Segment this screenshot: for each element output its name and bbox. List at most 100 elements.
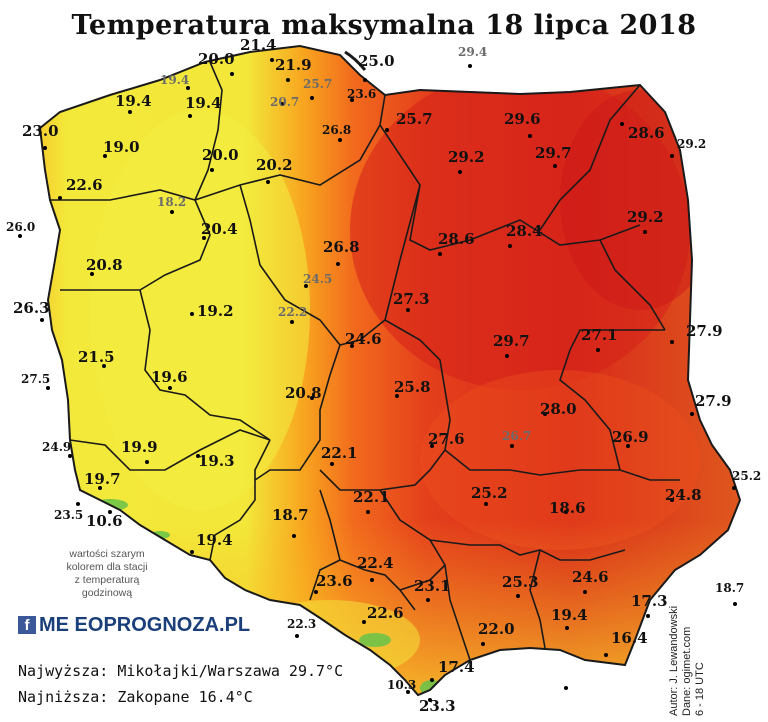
- station-value: 29.2: [677, 137, 706, 151]
- station: 25.2: [732, 469, 761, 490]
- station: 28.4: [506, 222, 543, 248]
- station: 20.7: [270, 95, 299, 109]
- station: 23.6: [347, 87, 376, 102]
- station-value: 20.0: [202, 146, 239, 164]
- station-value: 26.8: [323, 238, 360, 256]
- station-value: 23.5: [54, 508, 83, 522]
- station: 22.6: [362, 604, 404, 624]
- station-value: 19.4: [196, 531, 233, 549]
- station-value: 21.4: [240, 36, 277, 54]
- station: 21.9: [275, 56, 312, 82]
- station: 10.3: [387, 678, 416, 694]
- station-value: 22.0: [478, 620, 515, 638]
- station: 22.0: [478, 620, 515, 646]
- station: 26.7: [502, 429, 531, 448]
- station-value: 28.6: [438, 230, 475, 248]
- station-value: 27.1: [581, 326, 618, 344]
- station-value: 18.7: [715, 581, 744, 595]
- station: 25.7: [385, 110, 433, 132]
- station: 20.4: [201, 220, 238, 240]
- gray-values-note: wartości szarym kolorem dla stacji z tem…: [48, 548, 166, 600]
- time-range-credit: 6 - 18 UTC: [694, 662, 706, 716]
- note-line: godzinową: [81, 587, 133, 599]
- station: 23.0: [22, 122, 59, 150]
- note-line: z temperaturą: [74, 574, 140, 586]
- station-value: 26.0: [6, 220, 35, 234]
- station-value: 18.7: [272, 506, 309, 524]
- station-value: 27.9: [695, 392, 732, 410]
- station-value: 29.4: [458, 45, 487, 59]
- station: 23.3: [419, 697, 456, 715]
- map-title: Temperatura maksymalna 18 lipca 2018: [71, 10, 697, 41]
- station: 24.6: [345, 330, 382, 348]
- station-value: 22.6: [66, 176, 103, 194]
- station-value: 10.6: [86, 512, 123, 530]
- station: 19.4: [551, 606, 588, 630]
- station: 21.4: [240, 36, 277, 62]
- station: 28.6: [438, 230, 475, 256]
- station-layer: 20.0 21.4 19.4 21.9 25.7 25.0 29.4 19.4 …: [6, 36, 761, 715]
- min-temperature-label: Najniższa: Zakopane 16.4°C: [18, 688, 253, 706]
- station-value: 23.3: [419, 697, 456, 715]
- station-value: 26.9: [612, 428, 649, 446]
- station: 29.6: [504, 110, 541, 138]
- station: 17.3: [631, 592, 668, 618]
- station: 28.0: [540, 400, 577, 418]
- station: 22.3: [287, 617, 316, 638]
- station: 18.2: [157, 195, 186, 214]
- station-value: 19.3: [198, 452, 235, 470]
- station: 18.6: [549, 499, 586, 517]
- station: [564, 686, 568, 690]
- station: 10.6: [86, 510, 123, 530]
- station-value: 23.0: [22, 122, 59, 140]
- station-value: 25.2: [732, 469, 761, 483]
- station-value: 27.5: [21, 372, 50, 386]
- station-value: 20.2: [256, 156, 293, 174]
- station-value: 25.3: [502, 573, 539, 591]
- meteoprognoza-logo: f ME EOPROGNOZA.PL: [18, 612, 250, 638]
- station: 24.5: [303, 272, 332, 288]
- station: 24.8: [665, 486, 702, 504]
- station-value: 18.6: [549, 499, 586, 517]
- station-value: 29.7: [493, 332, 530, 350]
- station: 26.0: [6, 220, 35, 238]
- station-value: 20.0: [198, 50, 235, 68]
- station-value: 19.2: [197, 302, 234, 320]
- station-value: 18.2: [157, 195, 186, 209]
- station: 19.2: [190, 302, 234, 320]
- station: 29.2: [448, 148, 485, 174]
- station: 22.1: [321, 444, 358, 466]
- station-value: 27.3: [393, 290, 430, 308]
- station: 25.8: [394, 378, 431, 398]
- station: 27.1: [581, 326, 618, 352]
- station-value: 21.5: [78, 348, 115, 366]
- station: 20.8: [86, 256, 123, 276]
- station: 20.8: [285, 384, 322, 402]
- note-line: wartości szarym: [69, 548, 145, 560]
- station-value: 16.4: [611, 629, 648, 647]
- station: 25.3: [502, 573, 539, 598]
- station-value: 25.7: [396, 110, 433, 128]
- station-value: 19.4: [115, 92, 152, 110]
- data-source-credit: Dane: ogimet.com: [681, 626, 693, 716]
- station-value: 24.5: [303, 272, 332, 286]
- note-line: kolorem dla stacji: [66, 561, 148, 573]
- station: 20.0: [198, 50, 235, 76]
- station: 19.4: [190, 531, 233, 554]
- station-value: 25.2: [471, 484, 508, 502]
- station-value: 22.1: [353, 488, 390, 506]
- station-value: 19.6: [151, 368, 188, 386]
- station: 19.4: [115, 92, 152, 114]
- station: 19.4: [160, 73, 190, 90]
- station-value: 26.3: [13, 299, 50, 317]
- station-value: 29.2: [448, 148, 485, 166]
- station: 23.5: [54, 502, 83, 522]
- station-value: 23.6: [316, 572, 353, 590]
- station: 19.0: [103, 138, 140, 158]
- station: 27.5: [21, 372, 50, 390]
- station-value: 20.8: [86, 256, 123, 274]
- station: 19.9: [121, 438, 158, 464]
- station-value: 29.2: [627, 208, 664, 226]
- station: 23.1: [414, 577, 451, 602]
- station-value: 19.4: [185, 94, 222, 112]
